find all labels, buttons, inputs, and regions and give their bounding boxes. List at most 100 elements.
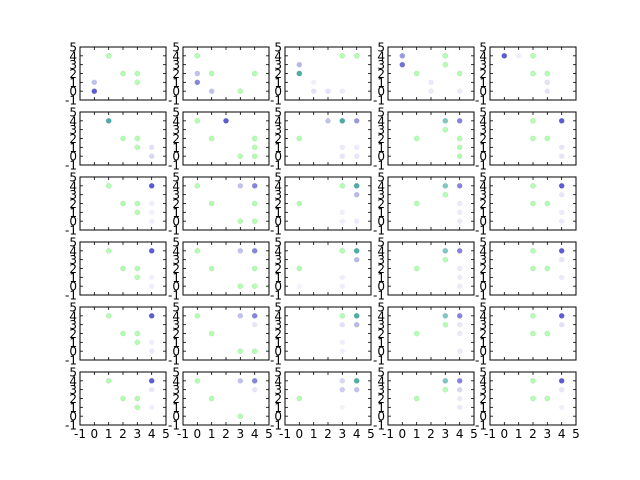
data-point xyxy=(194,182,201,189)
data-point xyxy=(148,377,155,384)
data-point xyxy=(252,387,258,393)
data-point xyxy=(134,339,141,346)
x-tick-label: 5 xyxy=(162,427,170,441)
data-point xyxy=(457,322,463,328)
data-point xyxy=(251,182,258,189)
y-tick-label: 2 xyxy=(69,197,77,211)
data-point xyxy=(530,312,536,319)
data-point xyxy=(148,144,155,151)
y-tick-label: 5 xyxy=(172,106,180,120)
y-tick-label: 1 xyxy=(274,336,282,350)
y-tick-label: 0 xyxy=(69,410,77,424)
y-tick-label: 1 xyxy=(479,206,487,220)
y-tick-label: 3 xyxy=(69,123,77,137)
data-point xyxy=(456,247,463,254)
x-tick-label: 1 xyxy=(208,427,216,441)
y-tick-label: 1 xyxy=(479,401,487,415)
data-point xyxy=(456,144,463,151)
data-point xyxy=(194,70,201,77)
y-tick-label: 3 xyxy=(172,383,180,397)
x-tick-label: 0 xyxy=(194,427,202,441)
data-point xyxy=(457,200,463,207)
y-tick-label: -1 xyxy=(65,159,77,173)
data-point xyxy=(148,153,155,159)
x-tick-label: 2 xyxy=(222,427,230,441)
x-tick-label: 2 xyxy=(119,427,127,441)
data-point xyxy=(251,70,258,77)
data-point xyxy=(544,200,551,207)
y-tick-label: 3 xyxy=(274,58,282,72)
data-point xyxy=(208,200,215,207)
data-point xyxy=(544,395,551,402)
x-tick-label: 1 xyxy=(515,427,523,441)
data-point xyxy=(353,312,360,319)
data-point xyxy=(134,395,141,402)
data-point xyxy=(105,53,112,59)
y-tick-label: 0 xyxy=(69,215,77,229)
y-tick-label: -1 xyxy=(270,94,282,108)
y-tick-label: 1 xyxy=(377,76,385,90)
data-point xyxy=(120,70,126,77)
data-point xyxy=(530,247,536,254)
x-tick-label: -1 xyxy=(279,427,291,441)
data-point xyxy=(149,209,155,215)
data-point xyxy=(544,70,551,77)
data-point xyxy=(413,70,420,77)
data-point xyxy=(105,182,112,189)
data-point xyxy=(339,247,346,254)
y-tick-label: 5 xyxy=(479,41,487,55)
data-point xyxy=(516,53,522,59)
data-point xyxy=(530,265,536,272)
y-tick-label: 5 xyxy=(377,106,385,120)
data-point xyxy=(237,182,244,189)
y-tick-label: 0 xyxy=(172,85,180,99)
y-tick-label: 2 xyxy=(479,197,487,211)
y-tick-label: 1 xyxy=(479,76,487,90)
y-tick-label: 4 xyxy=(377,374,385,388)
data-point xyxy=(530,70,536,77)
y-tick-label: -1 xyxy=(168,419,180,433)
y-tick-label: -1 xyxy=(168,159,180,173)
y-tick-label: 4 xyxy=(479,244,487,258)
y-tick-label: 1 xyxy=(172,141,180,155)
y-tick-label: 4 xyxy=(377,309,385,323)
y-tick-label: -1 xyxy=(373,289,385,303)
x-tick-label: 4 xyxy=(456,427,464,441)
data-point xyxy=(559,153,565,159)
data-point xyxy=(442,377,449,384)
y-tick-label: 2 xyxy=(274,197,282,211)
data-point xyxy=(399,53,406,59)
y-tick-label: 3 xyxy=(274,383,282,397)
y-tick-label: 2 xyxy=(274,132,282,146)
y-tick-label: 2 xyxy=(69,132,77,146)
y-tick-label: 3 xyxy=(274,123,282,137)
data-point xyxy=(325,118,331,124)
data-point xyxy=(530,135,536,142)
data-point xyxy=(530,200,536,207)
y-tick-label: 4 xyxy=(377,49,385,63)
data-point xyxy=(456,153,463,159)
y-tick-label: 4 xyxy=(274,179,282,193)
x-tick-label: 3 xyxy=(544,427,552,441)
panels-layer: -1012345-1012345-1012345-1012345-1012345… xyxy=(65,41,580,442)
y-tick-label: -1 xyxy=(373,354,385,368)
y-tick-label: 0 xyxy=(274,280,282,294)
data-point xyxy=(457,348,463,354)
data-point xyxy=(237,88,244,94)
y-tick-label: 2 xyxy=(479,327,487,341)
y-tick-label: 3 xyxy=(479,188,487,202)
x-tick-label: 2 xyxy=(324,427,332,441)
data-point xyxy=(353,247,360,254)
data-point xyxy=(310,88,317,94)
data-point xyxy=(134,79,141,86)
data-point xyxy=(544,79,551,86)
y-tick-label: 3 xyxy=(69,253,77,267)
y-tick-label: 2 xyxy=(274,327,282,341)
data-point xyxy=(134,200,141,207)
x-tick-label: 3 xyxy=(339,427,347,441)
